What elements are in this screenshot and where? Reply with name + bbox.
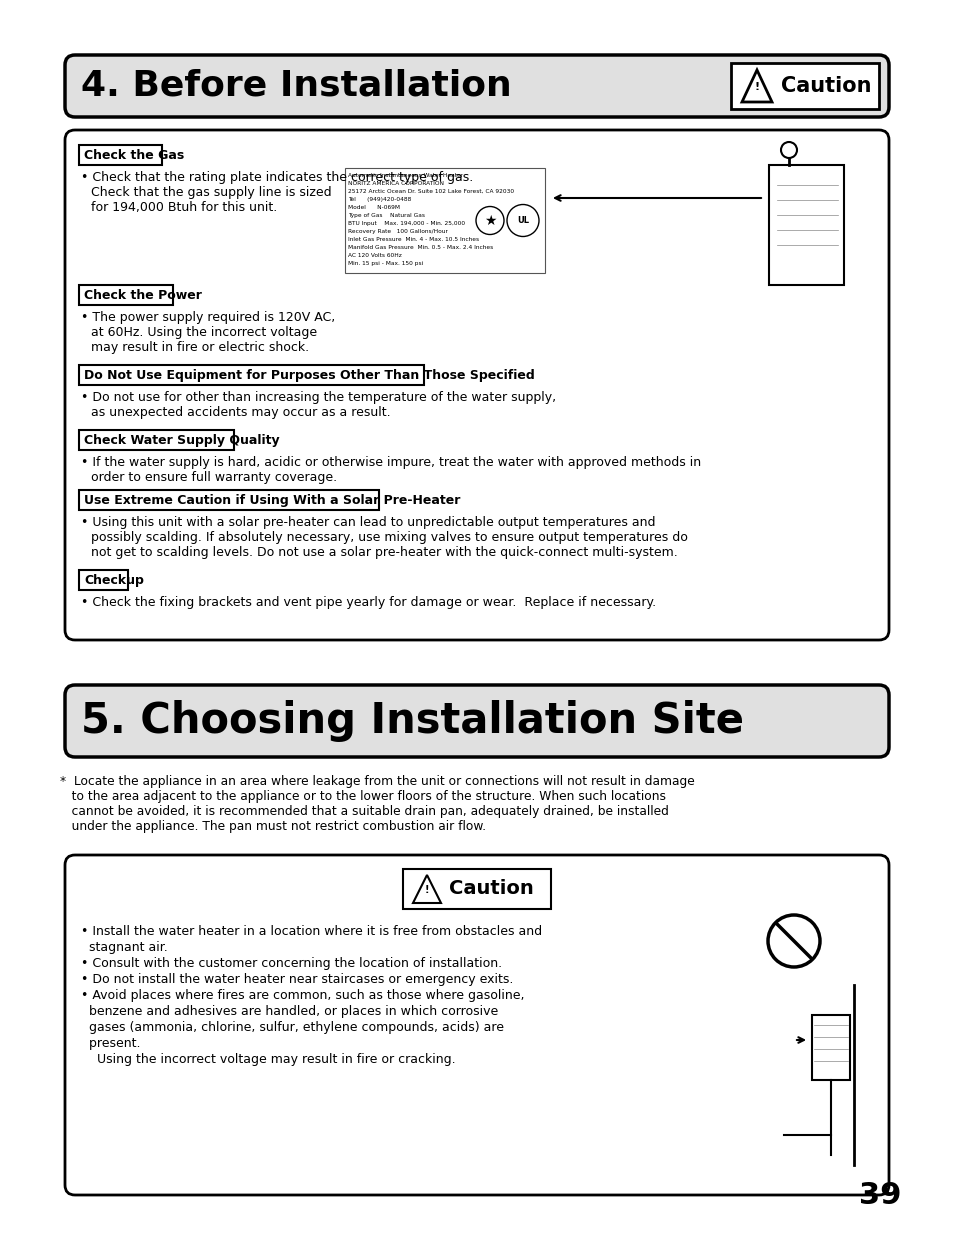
Text: Recovery Rate   100 Gallons/Hour: Recovery Rate 100 Gallons/Hour [348,228,447,233]
Text: benzene and adhesives are handled, or places in which corrosive: benzene and adhesives are handled, or pl… [81,1005,497,1018]
Text: • The power supply required is 120V AC,: • The power supply required is 120V AC, [81,311,335,325]
Text: • Using this unit with a solar pre-heater can lead to unpredictable output tempe: • Using this unit with a solar pre-heate… [81,516,655,530]
Text: as unexpected accidents may occur as a result.: as unexpected accidents may occur as a r… [91,406,390,420]
Text: Automatic Instantaneous Water Heater: Automatic Instantaneous Water Heater [348,173,462,178]
Text: AC 120 Volts 60Hz: AC 120 Volts 60Hz [348,253,401,258]
Text: possibly scalding. If absolutely necessary, use mixing valves to ensure output t: possibly scalding. If absolutely necessa… [91,531,687,545]
Text: stagnant air.: stagnant air. [81,941,168,953]
Text: • Install the water heater in a location where it is free from obstacles and: • Install the water heater in a location… [81,925,541,939]
Text: !: ! [424,885,429,895]
Text: Using the incorrect voltage may result in fire or cracking.: Using the incorrect voltage may result i… [81,1053,456,1066]
FancyBboxPatch shape [65,685,888,757]
Text: Check the Gas: Check the Gas [84,148,184,162]
Bar [730,63,878,109]
Text: NORITZ AMERICA CORPORATION: NORITZ AMERICA CORPORATION [348,182,443,186]
Text: • Avoid places where fires are common, such as those where gasoline,: • Avoid places where fires are common, s… [81,989,524,1002]
Text: • Check the fixing brackets and vent pipe yearly for damage or wear.  Replace if: • Check the fixing brackets and vent pip… [81,597,656,609]
Text: Inlet Gas Pressure  Min. 4 - Max. 10.5 Inches: Inlet Gas Pressure Min. 4 - Max. 10.5 In… [348,237,478,242]
Text: Check that the gas supply line is sized: Check that the gas supply line is sized [91,186,332,199]
Text: Manifold Gas Pressure  Min. 0.5 - Max. 2.4 Inches: Manifold Gas Pressure Min. 0.5 - Max. 2.… [348,245,493,249]
Bar [79,366,423,385]
Text: • Consult with the customer concerning the location of installation.: • Consult with the customer concerning t… [81,957,501,969]
Text: ★: ★ [483,214,496,227]
Text: Do Not Use Equipment for Purposes Other Than Those Specified: Do Not Use Equipment for Purposes Other … [84,369,535,382]
FancyBboxPatch shape [65,855,888,1195]
Bar [79,490,378,510]
Text: 4. Before Installation: 4. Before Installation [81,69,511,103]
Text: present.: present. [81,1037,140,1050]
Text: 39: 39 [858,1181,901,1210]
Text: at 60Hz. Using the incorrect voltage: at 60Hz. Using the incorrect voltage [91,326,316,340]
Text: Check Water Supply Quality: Check Water Supply Quality [84,433,279,447]
Bar [345,168,544,273]
Text: Type of Gas    Natural Gas: Type of Gas Natural Gas [348,212,424,219]
Text: Use Extreme Caution if Using With a Solar Pre-Heater: Use Extreme Caution if Using With a Sola… [84,494,460,506]
Text: for 194,000 Btuh for this unit.: for 194,000 Btuh for this unit. [91,201,277,215]
Bar [768,165,843,285]
Text: gases (ammonia, chlorine, sulfur, ethylene compounds, acids) are: gases (ammonia, chlorine, sulfur, ethyle… [81,1021,503,1034]
Text: • Do not install the water heater near staircases or emergency exits.: • Do not install the water heater near s… [81,973,513,986]
FancyBboxPatch shape [65,130,888,640]
Bar [811,1015,849,1079]
Text: 5. Choosing Installation Site: 5. Choosing Installation Site [81,700,743,742]
Text: Checkup: Checkup [84,574,144,587]
Text: 25172 Arctic Ocean Dr. Suite 102 Lake Forest, CA 92030: 25172 Arctic Ocean Dr. Suite 102 Lake Fo… [348,189,514,194]
Text: Model      N-069M: Model N-069M [348,205,399,210]
Text: Caution: Caution [781,77,871,96]
Text: • Do not use for other than increasing the temperature of the water supply,: • Do not use for other than increasing t… [81,391,556,404]
Text: !: ! [754,82,759,91]
FancyBboxPatch shape [65,56,888,117]
Bar [79,571,128,590]
Circle shape [781,142,796,158]
Text: Tel      (949)420-0488: Tel (949)420-0488 [348,198,411,203]
Bar [79,430,233,451]
Bar [79,144,161,165]
Text: to the area adjacent to the appliance or to the lower floors of the structure. W: to the area adjacent to the appliance or… [60,790,665,803]
Text: UL: UL [517,216,529,225]
Bar [79,285,172,305]
Bar [402,869,551,909]
Text: *  Locate the appliance in an area where leakage from the unit or connections wi: * Locate the appliance in an area where … [60,776,694,788]
Text: order to ensure full warranty coverage.: order to ensure full warranty coverage. [91,472,336,484]
Text: not get to scalding levels. Do not use a solar pre-heater with the quick-connect: not get to scalding levels. Do not use a… [91,546,677,559]
Text: Caution: Caution [449,879,533,899]
Text: Check the Power: Check the Power [84,289,202,301]
Text: Min. 15 psi - Max. 150 psi: Min. 15 psi - Max. 150 psi [348,261,423,266]
Text: • If the water supply is hard, acidic or otherwise impure, treat the water with : • If the water supply is hard, acidic or… [81,457,700,469]
Text: under the appliance. The pan must not restrict combustion air flow.: under the appliance. The pan must not re… [60,820,486,832]
Text: • Check that the rating plate indicates the correct type of gas.: • Check that the rating plate indicates … [81,172,473,184]
Text: may result in fire or electric shock.: may result in fire or electric shock. [91,341,309,354]
Text: BTU Input    Max. 194,000 - Min. 25,000: BTU Input Max. 194,000 - Min. 25,000 [348,221,465,226]
Text: cannot be avoided, it is recommended that a suitable drain pan, adequately drain: cannot be avoided, it is recommended tha… [60,805,668,818]
